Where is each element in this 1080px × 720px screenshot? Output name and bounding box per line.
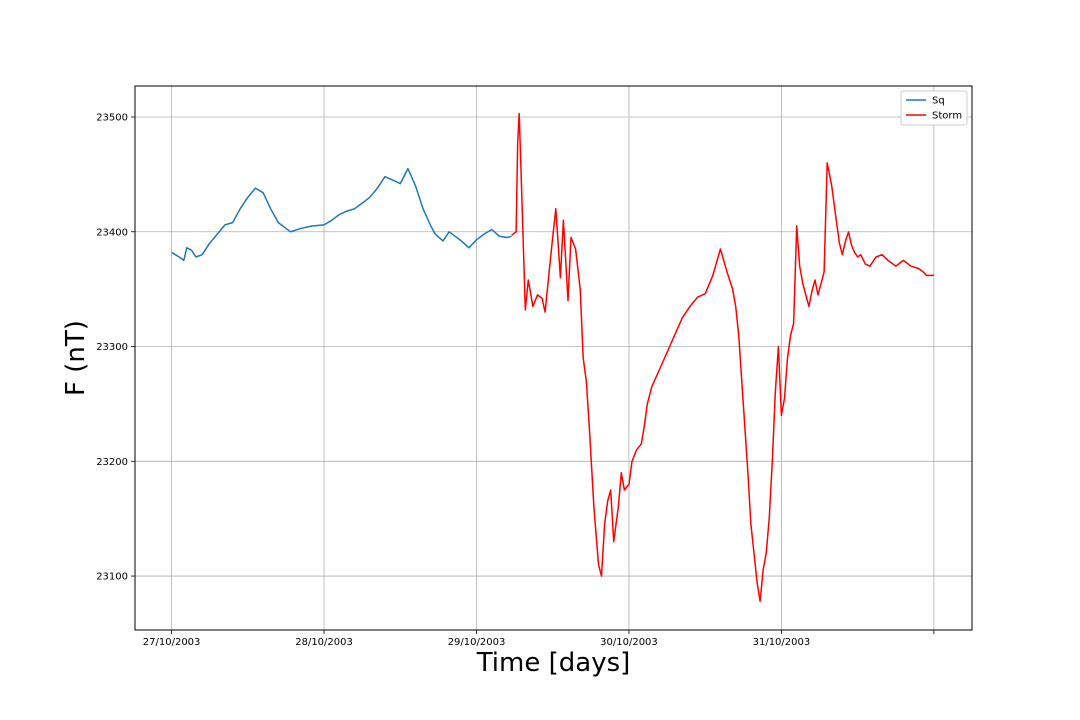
y-tick-label: 23300 — [96, 342, 128, 353]
x-axis-title: Time [days] — [476, 648, 631, 678]
legend: Sq Storm — [900, 90, 968, 126]
y-tick-label: 23500 — [96, 112, 128, 123]
legend-label-storm: Storm — [932, 111, 962, 122]
x-tick-label: 28/10/2003 — [295, 637, 353, 648]
plot-frame — [134, 85, 973, 631]
x-tick-label: 30/10/2003 — [600, 637, 658, 648]
y-tick-label: 23100 — [96, 572, 128, 583]
series-line-sq — [171, 167, 512, 262]
legend-label-sq: Sq — [932, 96, 945, 107]
x-tick-label: 27/10/2003 — [143, 637, 201, 648]
y-axis-title: F (nT) — [61, 320, 91, 396]
series-group — [171, 112, 934, 603]
x-tick-label: 31/10/2003 — [753, 637, 811, 648]
x-tick-label: 29/10/2003 — [448, 637, 506, 648]
y-tick-label: 23200 — [96, 457, 128, 468]
ticks: 27/10/2003 28/10/2003 29/10/2003 30/10/2003… — [96, 112, 935, 648]
series-line-storm — [511, 112, 934, 603]
y-tick-label: 23400 — [96, 227, 128, 238]
